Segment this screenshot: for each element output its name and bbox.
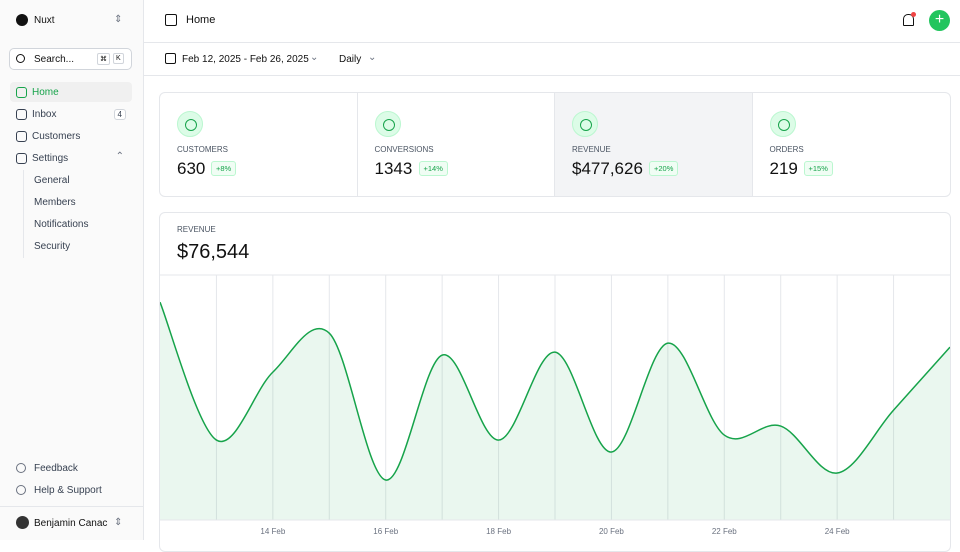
revenue-chart: REVENUE $76,544 14 Feb 16 Feb 18 Feb 20 Feb… — [160, 212, 950, 540]
tree-line — [23, 170, 24, 258]
nav-label: Home — [32, 87, 59, 98]
kbd: ⌘ — [97, 53, 110, 65]
nav-item[interactable]: Settings ⌃ — [10, 148, 132, 168]
period-chevron[interactable]: ⌄ — [368, 52, 376, 63]
stats-row: CUSTOMERS 630 +8% CONVERSIONS 1343 +14% REVENU… — [159, 92, 951, 197]
stat-value: 219 — [770, 159, 798, 179]
nav-label: Customers — [32, 131, 80, 142]
workspace-name[interactable]: Nuxt — [34, 15, 55, 26]
x-tick-label: 24 Feb — [825, 527, 850, 536]
nav-item[interactable]: Inbox 4 — [10, 104, 132, 124]
date-range[interactable]: Feb 12, 2025 - Feb 26, 2025 — [182, 54, 309, 65]
nav-subitem[interactable]: General — [34, 175, 70, 186]
date-chevron[interactable]: ⌄ — [310, 52, 318, 63]
stat-icon — [770, 111, 796, 137]
user-chevron[interactable]: ⇕ — [114, 517, 122, 528]
footer-link[interactable]: Help & Support — [34, 485, 102, 496]
search-box[interactable]: Search... ⌘ K — [9, 48, 132, 70]
stat-label: REVENUE — [572, 145, 611, 154]
x-tick-label: 22 Feb — [712, 527, 737, 536]
divider — [0, 506, 144, 507]
nav-icon — [16, 131, 27, 142]
workspace-chevron[interactable]: ⇕ — [114, 14, 122, 25]
user-name[interactable]: Benjamin Canac — [34, 518, 107, 529]
nav-subitem[interactable]: Security — [34, 241, 70, 252]
feedback-icon — [16, 463, 26, 473]
stat-card[interactable]: REVENUE $477,626 +20% — [555, 93, 753, 197]
stat-change: +8% — [211, 161, 236, 176]
x-tick-label: 16 Feb — [373, 527, 398, 536]
workspace-logo — [16, 14, 28, 26]
kbd: K — [113, 53, 124, 64]
stat-icon — [572, 111, 598, 137]
nav-subitem[interactable]: Members — [34, 197, 76, 208]
stat-card[interactable]: ORDERS 219 +15% — [753, 93, 951, 197]
search-icon — [16, 54, 25, 63]
stat-value: $477,626 — [572, 159, 643, 179]
avatar — [16, 516, 29, 529]
toolbar: Feb 12, 2025 - Feb 26, 2025 ⌄ Daily ⌄ — [144, 43, 960, 76]
stat-change: +15% — [804, 161, 833, 176]
nav-label: Inbox — [32, 109, 56, 120]
page-title: Home — [186, 14, 215, 26]
footer-link[interactable]: Feedback — [34, 463, 78, 474]
stat-icon — [375, 111, 401, 137]
calendar-icon — [165, 53, 176, 64]
x-tick-label: 14 Feb — [260, 527, 285, 536]
stat-change: +20% — [649, 161, 678, 176]
stat-change: +14% — [419, 161, 448, 176]
add-button[interactable]: + — [929, 10, 950, 31]
stat-value: 630 — [177, 159, 205, 179]
stat-label: CONVERSIONS — [375, 145, 434, 154]
page: Nuxt ⇕ Search... ⌘ K Home Inbox 4 Customers… — [0, 0, 960, 540]
sidebar: Nuxt ⇕ Search... ⌘ K Home Inbox 4 Customers… — [0, 0, 144, 540]
nav-badge: 4 — [114, 109, 126, 120]
search-placeholder: Search... — [34, 54, 74, 65]
nav-label: Settings — [32, 153, 68, 164]
nav-item[interactable]: Home — [10, 82, 132, 102]
nav-item[interactable]: Customers — [10, 126, 132, 146]
stat-label: CUSTOMERS — [177, 145, 228, 154]
nav-subitem[interactable]: Notifications — [34, 219, 88, 230]
header: Home + — [144, 0, 960, 43]
stat-value: 1343 — [375, 159, 413, 179]
stat-label: ORDERS — [770, 145, 804, 154]
x-tick-label: 20 Feb — [599, 527, 624, 536]
nav-icon — [16, 153, 27, 164]
stat-card[interactable]: CUSTOMERS 630 +8% — [160, 93, 358, 197]
chart-label: REVENUE — [177, 225, 216, 234]
nav-icon — [16, 109, 27, 120]
help-icon — [16, 485, 26, 495]
stat-card[interactable]: CONVERSIONS 1343 +14% — [358, 93, 556, 197]
nav-chevron[interactable]: ⌃ — [116, 151, 124, 162]
notification-dot — [911, 12, 916, 17]
x-tick-label: 18 Feb — [486, 527, 511, 536]
period-select[interactable]: Daily — [339, 54, 361, 65]
stat-icon — [177, 111, 203, 137]
chart-total: $76,544 — [177, 241, 249, 263]
nav-icon — [16, 87, 27, 98]
collapse-button[interactable] — [165, 14, 177, 26]
